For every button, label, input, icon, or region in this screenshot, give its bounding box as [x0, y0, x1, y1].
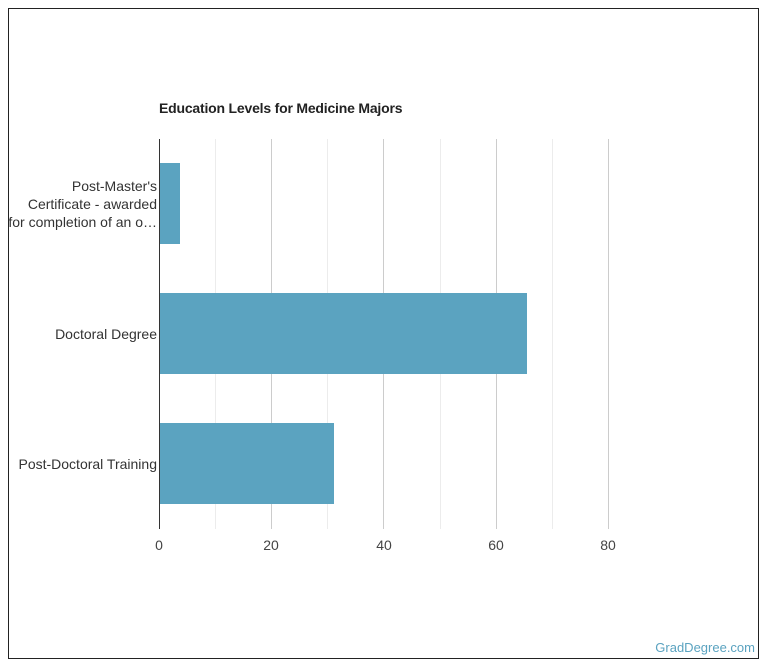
- label-line: Post-Master's: [71, 178, 157, 194]
- bar-doctoral-degree[interactable]: [160, 293, 528, 374]
- gridline: [608, 139, 609, 529]
- x-tick-label: 80: [600, 537, 616, 553]
- category-label-doctoral-degree: Doctoral Degree: [55, 325, 157, 343]
- label-line: Certificate - awarded: [27, 196, 157, 212]
- label-line: for completion of an o…: [8, 214, 157, 230]
- y-axis-line: [159, 139, 160, 529]
- label-line: Post-Doctoral Training: [18, 456, 157, 472]
- bar-post-masters-certificate[interactable]: [160, 163, 181, 244]
- label-line: Doctoral Degree: [55, 326, 157, 342]
- x-tick-label: 0: [155, 537, 163, 553]
- category-label-post-doctoral-training: Post-Doctoral Training: [18, 455, 157, 473]
- x-tick-label: 40: [376, 537, 392, 553]
- gridline: [552, 139, 553, 529]
- x-tick-label: 20: [263, 537, 279, 553]
- brand-watermark[interactable]: GradDegree.com: [655, 640, 755, 655]
- bar-post-doctoral-training[interactable]: [160, 423, 334, 504]
- category-label-post-masters-certificate: Post-Master's Certificate - awarded for …: [8, 177, 157, 231]
- chart-title: Education Levels for Medicine Majors: [159, 100, 403, 116]
- plot-area: [159, 139, 619, 529]
- x-tick-label: 60: [488, 537, 504, 553]
